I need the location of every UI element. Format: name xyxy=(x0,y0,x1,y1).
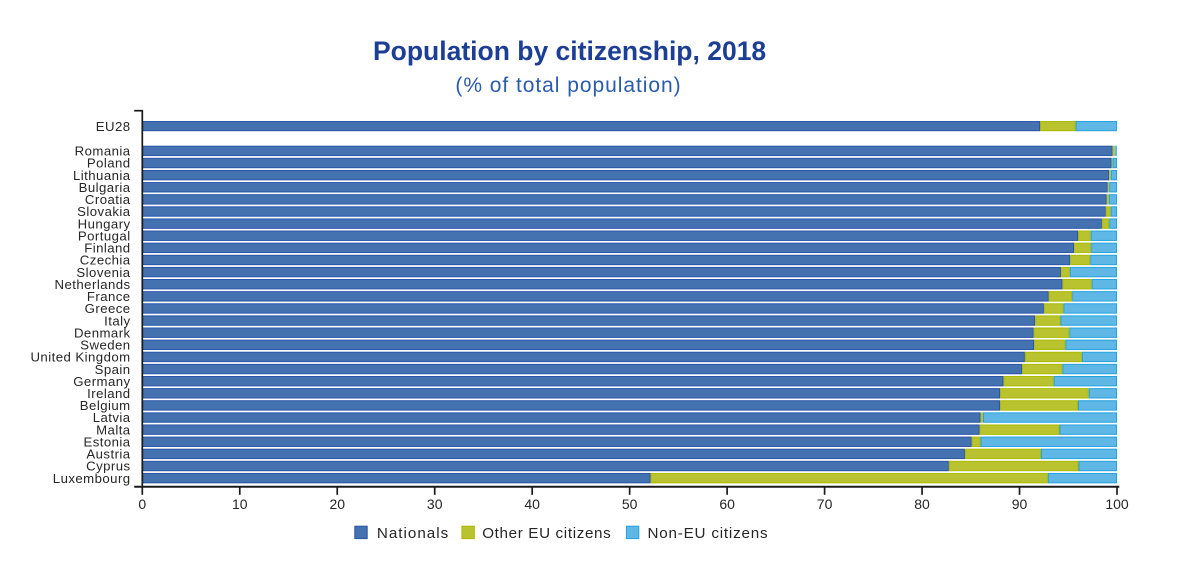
svg-text:Other EU citizens: Other EU citizens xyxy=(482,525,611,542)
svg-text:Non-EU citizens: Non-EU citizens xyxy=(648,525,769,542)
svg-text:France: France xyxy=(87,289,131,304)
svg-text:Latvia: Latvia xyxy=(93,410,131,425)
svg-text:Czechia: Czechia xyxy=(80,253,131,268)
svg-text:20: 20 xyxy=(329,496,345,512)
svg-text:Hungary: Hungary xyxy=(78,216,131,231)
svg-text:Netherlands: Netherlands xyxy=(55,277,131,292)
svg-text:Malta: Malta xyxy=(96,422,131,437)
svg-text:Ireland: Ireland xyxy=(87,386,130,401)
svg-text:EU28: EU28 xyxy=(96,119,131,134)
svg-text:100: 100 xyxy=(1105,496,1129,512)
svg-text:United Kingdom: United Kingdom xyxy=(30,350,130,365)
svg-text:30: 30 xyxy=(427,496,443,512)
svg-text:Population by citizenship, 201: Population by citizenship, 2018 xyxy=(373,36,766,66)
svg-text:50: 50 xyxy=(622,496,638,512)
svg-text:Finland: Finland xyxy=(84,241,130,256)
svg-text:10: 10 xyxy=(232,496,248,512)
svg-text:Nationals: Nationals xyxy=(377,525,449,542)
svg-text:Spain: Spain xyxy=(95,362,131,377)
svg-text:Cyprus: Cyprus xyxy=(86,459,130,474)
svg-text:Bulgaria: Bulgaria xyxy=(79,180,131,195)
svg-text:Luxembourg: Luxembourg xyxy=(53,471,131,486)
svg-text:Slovenia: Slovenia xyxy=(76,265,130,280)
svg-text:Slovakia: Slovakia xyxy=(77,204,131,219)
svg-text:Portugal: Portugal xyxy=(78,228,131,243)
svg-text:Belgium: Belgium xyxy=(80,398,131,413)
svg-text:90: 90 xyxy=(1012,496,1028,512)
svg-text:70: 70 xyxy=(817,496,833,512)
svg-text:(% of total population): (% of total population) xyxy=(455,74,681,97)
svg-text:Croatia: Croatia xyxy=(85,192,131,207)
svg-text:80: 80 xyxy=(914,496,930,512)
svg-text:Greece: Greece xyxy=(85,301,131,316)
svg-text:Estonia: Estonia xyxy=(83,434,130,449)
svg-text:Germany: Germany xyxy=(73,374,130,389)
svg-text:Austria: Austria xyxy=(86,447,130,462)
svg-text:0: 0 xyxy=(138,496,146,512)
svg-text:Italy: Italy xyxy=(104,313,130,328)
svg-text:60: 60 xyxy=(719,496,735,512)
svg-text:40: 40 xyxy=(524,496,540,512)
svg-text:Lithuania: Lithuania xyxy=(73,168,131,183)
svg-text:Denmark: Denmark xyxy=(74,325,131,340)
svg-text:Poland: Poland xyxy=(87,156,131,171)
svg-text:Sweden: Sweden xyxy=(80,338,130,353)
svg-text:Romania: Romania xyxy=(75,144,131,159)
